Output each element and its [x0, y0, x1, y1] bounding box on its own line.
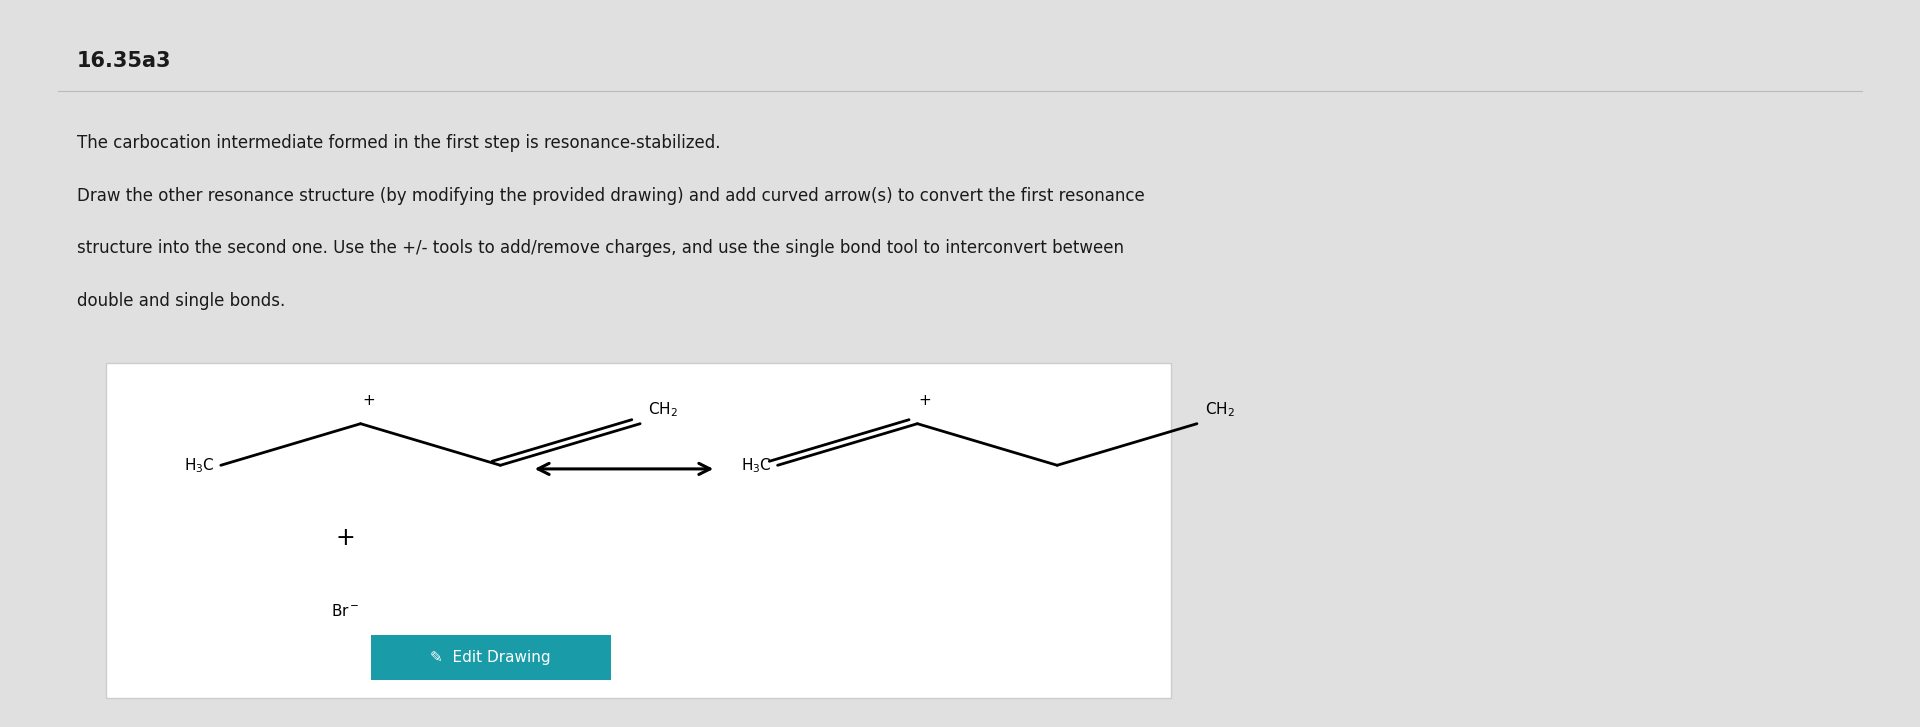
- Text: Br$^-$: Br$^-$: [330, 603, 359, 619]
- Text: +: +: [361, 393, 374, 408]
- Text: +: +: [918, 393, 931, 408]
- Text: H$_3$C: H$_3$C: [184, 456, 215, 475]
- Text: structure into the second one. Use the +/- tools to add/remove charges, and use : structure into the second one. Use the +…: [77, 239, 1123, 257]
- Text: CH$_2$: CH$_2$: [647, 401, 678, 419]
- Text: H$_3$C: H$_3$C: [741, 456, 772, 475]
- Text: Draw the other resonance structure (by modifying the provided drawing) and add c: Draw the other resonance structure (by m…: [77, 187, 1144, 205]
- Text: double and single bonds.: double and single bonds.: [77, 292, 284, 310]
- Text: 16.35a3: 16.35a3: [77, 51, 171, 71]
- Text: CH$_2$: CH$_2$: [1204, 401, 1235, 419]
- Bar: [371, 635, 611, 680]
- Text: +: +: [336, 526, 355, 550]
- Text: The carbocation intermediate formed in the first step is resonance-stabilized.: The carbocation intermediate formed in t…: [77, 134, 720, 153]
- Text: ✎  Edit Drawing: ✎ Edit Drawing: [430, 650, 551, 664]
- Bar: [106, 364, 1171, 698]
